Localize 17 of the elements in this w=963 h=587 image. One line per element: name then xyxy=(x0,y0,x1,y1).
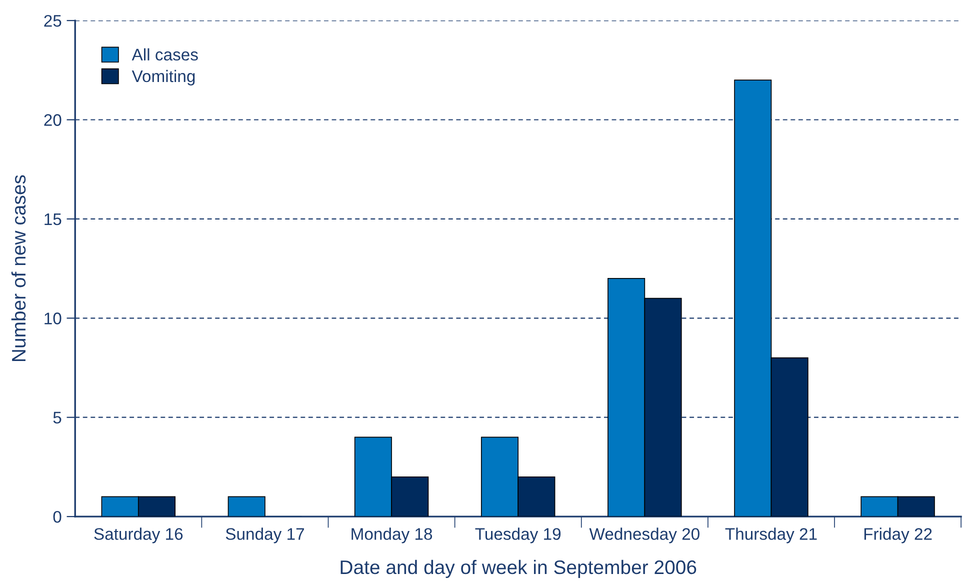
x-tick-label: Tuesday 19 xyxy=(475,528,561,544)
y-tick-label: 10 xyxy=(44,312,62,324)
x-tick-label: Monday 18 xyxy=(352,528,432,544)
legend-label: All cases xyxy=(132,48,198,61)
x-tick-label: Sunday 17 xyxy=(226,528,304,544)
x-axis-title: Date and day of week in September 2006 xyxy=(340,560,696,578)
y-tick-label: 0 xyxy=(53,510,62,523)
y-axis-title: Number of new cases xyxy=(11,175,26,361)
x-tick-label: Wednesday 20 xyxy=(589,528,700,544)
y-tick-label: 5 xyxy=(53,412,62,424)
y-tick-label: 20 xyxy=(44,114,62,126)
y-tick-label: 15 xyxy=(44,214,62,226)
legend-label: Vomiting xyxy=(132,70,195,86)
x-tick-label: Saturday 16 xyxy=(94,528,183,544)
x-tick-label: Thursday 21 xyxy=(725,528,817,544)
y-tick-label: 25 xyxy=(44,14,62,27)
x-tick-label: Friday 22 xyxy=(864,528,932,544)
